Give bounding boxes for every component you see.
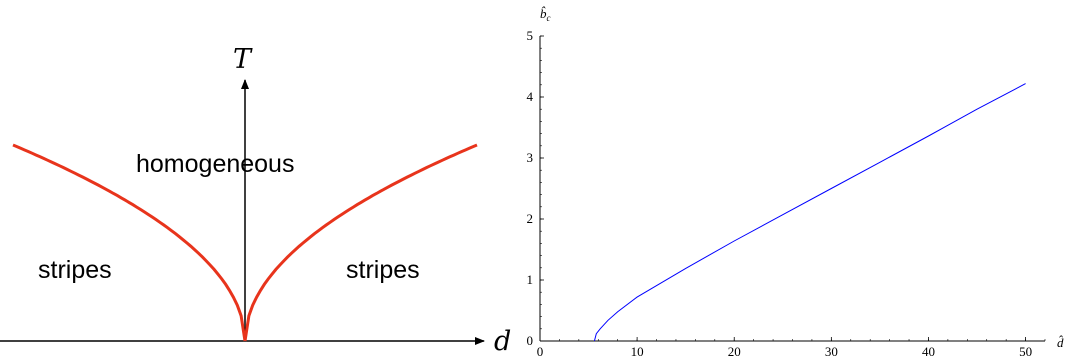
x-tick-label: 40 [922, 344, 935, 359]
y-tick-label: 0 [527, 333, 534, 348]
x-major-ticks: 0 10 20 30 40 50 [537, 337, 1032, 359]
x-tick-label: 0 [537, 344, 544, 359]
y-axis-title-subscript: c [547, 13, 551, 23]
phase-boundary-right [243, 143, 478, 342]
region-homogeneous-label: homogeneous [136, 150, 294, 178]
y-major-ticks: 0 1 2 3 4 5 [527, 28, 544, 348]
y-axis-title: b̂c [540, 6, 551, 23]
region-stripes-left-label: stripes [38, 256, 112, 284]
t-axis-label: T [233, 44, 253, 75]
y-tick-label: 1 [527, 272, 534, 287]
phase-diagram: d T homogeneous stripes stripes [0, 44, 511, 357]
y-tick-label: 3 [527, 150, 534, 165]
minor-ticks [539, 35, 1046, 342]
region-stripes-right-label: stripes [346, 256, 420, 284]
x-tick-label: 10 [631, 344, 644, 359]
d-axis-label: d [494, 326, 511, 357]
y-tick-label: 2 [527, 211, 534, 226]
bc-vs-d-chart: 0 10 20 30 40 50 0 1 2 3 4 5 d̂ b̂c [527, 6, 1065, 359]
x-tick-label: 50 [1019, 344, 1032, 359]
phase-boundary-left [12, 143, 247, 342]
x-axis-title: d̂ [1057, 335, 1064, 350]
series-line-bc [593, 83, 1026, 342]
y-tick-label: 4 [527, 89, 534, 104]
x-tick-label: 30 [825, 344, 838, 359]
y-axis-title-main: b̂ [540, 6, 547, 21]
x-tick-label: 20 [728, 344, 741, 359]
y-tick-label: 5 [527, 28, 534, 43]
